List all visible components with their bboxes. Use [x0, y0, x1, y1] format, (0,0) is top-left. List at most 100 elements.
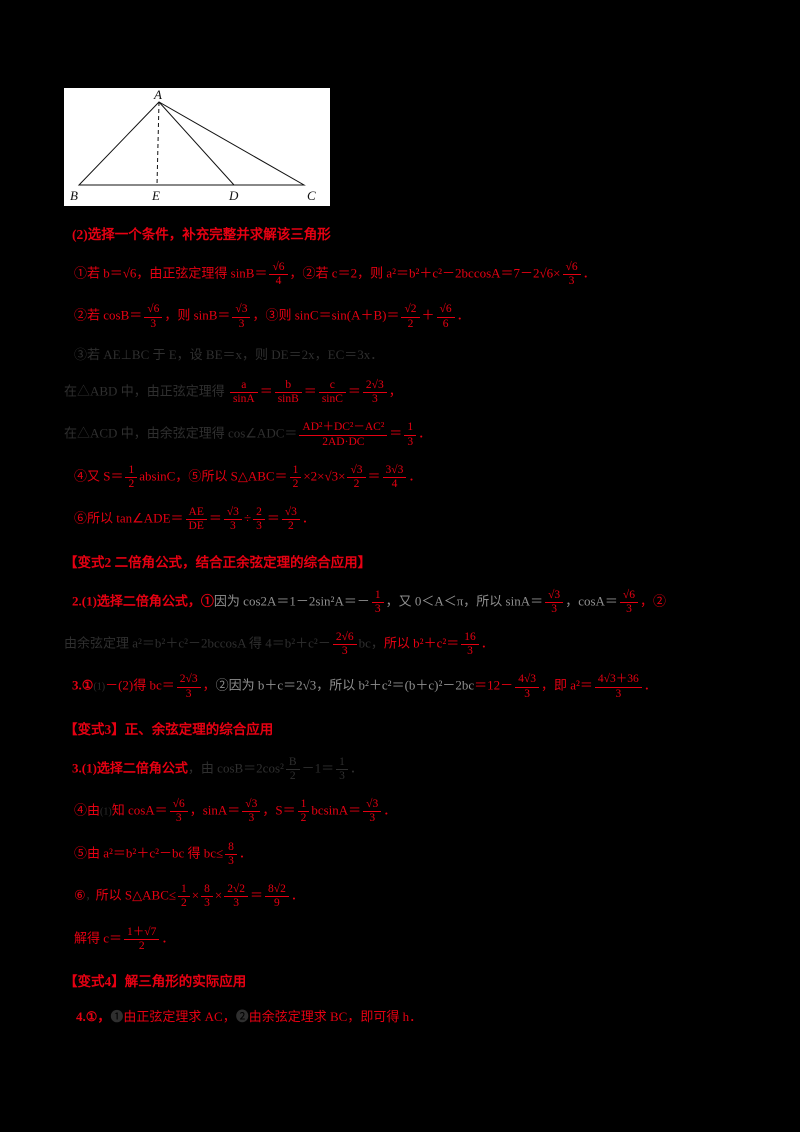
fraction-denominator: 2 [181, 897, 187, 910]
text-line: ①若 b＝√6，由正弦定理得 sinB＝ √6 4 ，②若 c＝2，则 a²＝b²＋c… [64, 261, 770, 288]
fraction-denominator: 3 [374, 602, 381, 615]
fraction-numerator: 1 [336, 756, 348, 771]
fraction-numerator: 8 [201, 883, 213, 898]
document: A B E D C (2)选择一个条件，补充完整并求解该三角形 ①若 b＝√6，由… [64, 88, 770, 1024]
fraction-denominator: 2 [128, 478, 135, 491]
text-segment: 在△ABD 中，由正弦定理得 [64, 383, 228, 399]
text-segment: 2.(1)选择二倍角公式，① [72, 593, 214, 609]
fraction-numerator: √3 [242, 798, 261, 813]
fraction-numerator: 2√2 [224, 883, 248, 898]
text-segment: ❷ [235, 1008, 249, 1024]
text-line: 由余弦定理 a²＝b²＋c²－2bccosA 得 4＝b²＋c²－ 2√6 3 bc，… [64, 631, 770, 658]
fraction-denominator: 3 [185, 687, 192, 700]
fraction-numerator: √6 [562, 261, 581, 276]
segment-AE-dashed [156, 101, 160, 186]
fraction-denominator: 2 [407, 317, 414, 330]
fraction-numerator: 8 [225, 841, 237, 855]
text-line: ⑥所以 tan∠ADE＝ AE DE ＝ √3 3 ÷ 2 3 ＝ √3 2 ． [64, 506, 770, 533]
text-segment: ①若 b＝√6，由正弦定理得 sinB＝ [74, 265, 268, 281]
text-segment: ，②若 c＝2，则 a²＝b²＋c²－2bccosA＝7－2√6× [289, 265, 561, 281]
fraction-numerator: 1 [404, 421, 417, 436]
triangle-diagram: A B E D C [70, 88, 316, 203]
fraction: √6 3 [562, 261, 581, 288]
text-segment: ＝ [347, 383, 361, 399]
text-segment: ， [388, 383, 402, 399]
text-segment: ，② [639, 593, 666, 609]
fraction: √6 3 [619, 589, 638, 616]
text-segment: 由余弦定理求 BC， [248, 1008, 361, 1024]
text-segment: 【变式2 二倍角公式，结合正余弦定理的综合应用】 [64, 554, 372, 570]
text-segment: ＋ [421, 308, 435, 324]
text-segment: ，sinA＝ [189, 802, 241, 818]
text-segment: 4.①， [76, 1008, 111, 1024]
text-segment: 所以 b²＋c²＝ [383, 635, 460, 651]
fraction-denominator: 3 [568, 275, 575, 288]
text-line: 解得 c＝ 1＋√7 2 ． [64, 926, 770, 953]
fraction: a sinA [229, 379, 258, 406]
fraction-numerator: 1 [371, 589, 384, 603]
text-segment: ． [418, 426, 432, 442]
fraction-denominator: 2 [292, 478, 299, 491]
text-segment: ，③则 sinC＝sin(A＋B)＝ [252, 308, 400, 324]
fraction-numerator: a [229, 379, 258, 394]
text-segment: ⑤由 a²＝b²＋c²－bc 得 bc≤ [74, 845, 224, 861]
text-segment: ＝ [250, 887, 264, 903]
fraction: 2√6 3 [332, 631, 357, 658]
fraction-denominator: sinA [232, 393, 255, 406]
text-segment: ， [202, 678, 216, 694]
fraction: AE DE [185, 506, 207, 533]
fraction: √3 3 [363, 798, 382, 825]
text-segment: ，则 sinB＝ [164, 308, 231, 324]
text-segment: × [214, 887, 223, 903]
fraction: 2√3 3 [362, 379, 387, 406]
text-segment: ❶ [110, 1008, 124, 1024]
fraction-numerator: √6 [169, 798, 188, 813]
fraction-denominator: 4 [391, 478, 398, 491]
fraction-numerator: 16 [461, 631, 479, 646]
text-segment: 【变式4】解三角形的实际应用 [64, 973, 247, 989]
fraction-denominator: 3 [204, 897, 210, 910]
fraction: 1＋√7 2 [124, 926, 160, 953]
fraction: √2 2 [401, 303, 420, 330]
fraction: √6 6 [436, 303, 455, 330]
fraction: 4√3 3 [515, 673, 539, 700]
fraction: √3 3 [545, 589, 564, 616]
text-segment: 因为 cos2A＝1－2sin²A＝－ [213, 593, 370, 609]
fraction: √6 3 [169, 798, 188, 825]
fraction-numerator: √3 [232, 303, 251, 318]
text-segment: absinC，⑤所以 S△ABC＝ [139, 468, 288, 484]
text-line: ④由(1)知 cosA＝ √6 3 ，sinA＝ √3 3 ，S＝ 1 2 bcsinA＝ √3 3 ． [64, 798, 770, 825]
fraction-denominator: sinC [321, 393, 343, 406]
fraction: 2√2 3 [224, 883, 248, 910]
text-segment: ． [290, 887, 304, 903]
fraction-denominator: 2 [300, 812, 307, 825]
fraction-denominator: 3 [551, 602, 558, 615]
fraction: 3√3 4 [382, 464, 407, 491]
fraction-numerator: AE [185, 506, 207, 521]
text-segment: ． [301, 510, 315, 526]
segment-AD [158, 101, 235, 186]
text-segment: ＝ [259, 383, 273, 399]
fraction-numerator: 2√6 [332, 631, 357, 646]
fraction-numerator: √6 [436, 303, 455, 318]
text-segment: (1) [100, 806, 112, 818]
text-segment: ④由 [74, 802, 101, 818]
fraction-numerator: 4√3＋36 [594, 673, 642, 688]
fraction-numerator: √3 [363, 798, 382, 813]
text-segment: 3.(1)选择二倍角公式 [72, 760, 188, 776]
fraction-numerator: √3 [545, 589, 564, 603]
fraction-denominator: 4 [275, 275, 282, 288]
label-A: A [153, 88, 162, 102]
text-segment: ②因为 b＋c＝2√3，所以 b²＋c²＝(b＋c)²－2bc [215, 678, 475, 694]
fraction: √6 3 [144, 303, 163, 330]
fraction-numerator: √3 [223, 506, 242, 521]
